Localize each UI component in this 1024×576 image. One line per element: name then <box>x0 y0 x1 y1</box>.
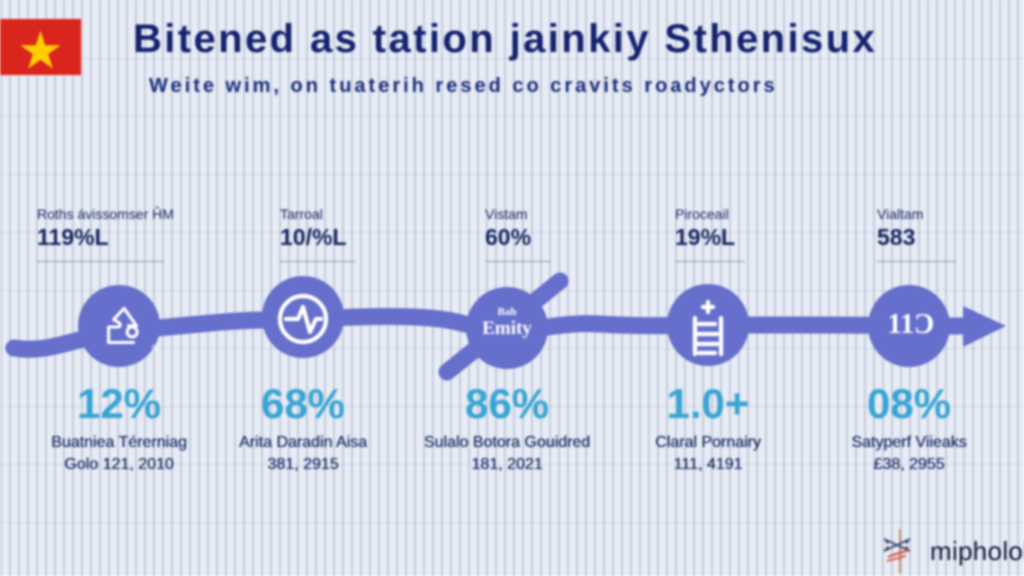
svg-text:%: % <box>149 342 160 354</box>
